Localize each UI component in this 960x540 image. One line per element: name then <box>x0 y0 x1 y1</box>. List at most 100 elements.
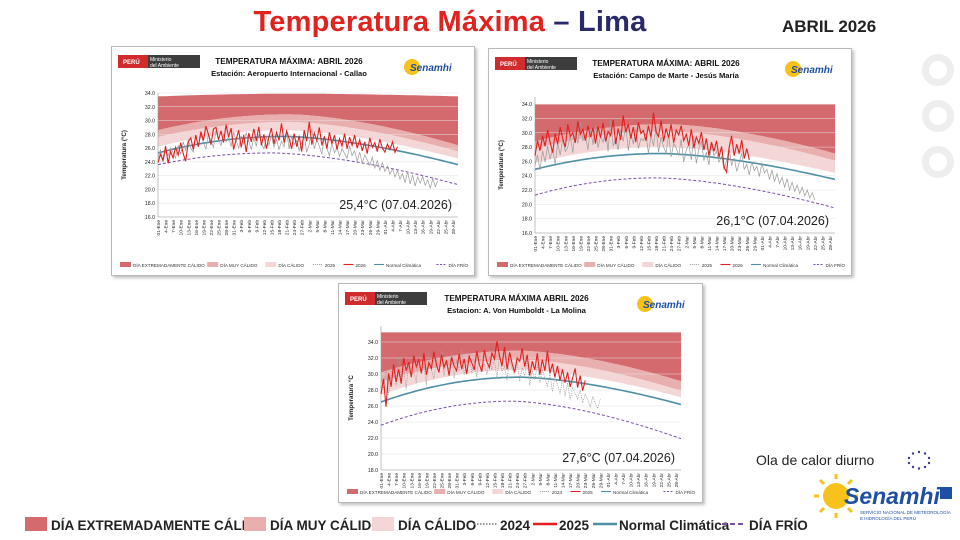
y-tick-label: 34.0 <box>522 102 532 108</box>
ministry-badge <box>148 55 200 68</box>
chart-legend-label: DÍA EXTREMADAMENTE CÁLIDO <box>133 262 205 268</box>
chart-panel-callao: PERÚ Ministerio del Ambiente TEMPERATURA MÁ… <box>111 46 475 276</box>
x-tick-label: 19-Ene <box>201 220 207 236</box>
chart-legend-label: DÍA EXTREMADAMENTE CÁLIDO <box>510 262 582 268</box>
chart-legend-swatch <box>492 489 504 494</box>
x-tick-label: 4-Abr <box>767 236 773 248</box>
chart-title: TEMPERATURA MÁXIMA: ABRIL 2026 <box>215 56 363 66</box>
bottom-legend: DÍA EXTREMADAMENTE CÁLIDO DÍA MUY CÁLIDO… <box>25 517 808 533</box>
x-tick-label: 9-Feb <box>254 220 260 233</box>
x-tick-label: 10-Ene <box>556 236 562 252</box>
y-tick-label: 24.0 <box>145 160 155 166</box>
x-tick-label: 17-Mar <box>568 473 574 489</box>
x-tick-label: 26-Mar <box>591 473 597 489</box>
deco-circle-icon <box>922 100 954 132</box>
x-tick-label: 26-Mar <box>368 220 374 236</box>
x-tick-label: 23-Mar <box>360 220 366 236</box>
heatwave-dots-icon <box>907 450 931 470</box>
legend-label-2024: 2024 <box>500 518 531 533</box>
x-tick-label: 29-Mar <box>375 220 381 236</box>
x-tick-label: 9-Feb <box>631 236 637 249</box>
x-tick-label: 25-Ene <box>440 473 446 489</box>
x-tick-label: 20-Mar <box>576 473 582 489</box>
x-tick-label: 31-Ene <box>232 220 238 236</box>
chart-legend-label: DÍA CÁLIDO <box>655 262 681 268</box>
series-normal-climatica <box>380 376 682 406</box>
logo-text: Senamhi <box>844 483 940 509</box>
month-label: ABRIL 2026 <box>782 17 877 36</box>
chart-legend-swatch <box>497 262 508 267</box>
sun-icon <box>637 296 653 312</box>
x-tick-label: 8-Mar <box>699 236 705 249</box>
chart-legend-label: DÍA FRÍO <box>675 489 695 495</box>
band-extremadamente-calido <box>381 332 681 382</box>
x-tick-label: 21-Feb <box>285 220 291 236</box>
y-tick-label: 22.0 <box>522 188 532 194</box>
y-tick-label: 26.0 <box>522 159 532 165</box>
deco-circle-icon <box>922 146 954 178</box>
x-tick-label: 4-Ene <box>541 236 547 249</box>
title-red: Temperatura Máxima <box>253 6 546 38</box>
chart-legend-swatch <box>642 262 654 267</box>
ministry-line-2: del Ambiente <box>377 300 406 306</box>
x-tick-label: 7-Ene <box>548 236 554 249</box>
ministry-line-1: Ministerio <box>150 57 172 63</box>
y-tick-label: 24.0 <box>368 420 378 426</box>
chart-legend-label: 2025 <box>582 490 593 495</box>
ministry-badge <box>375 292 427 305</box>
chart-legend-swatch <box>120 262 131 267</box>
x-tick-label: 24-Feb <box>292 220 298 236</box>
x-tick-label: 24-Feb <box>669 236 675 252</box>
x-tick-label: 12-Feb <box>262 220 268 236</box>
legend-label-normal: Normal Climática <box>619 518 730 533</box>
x-tick-label: 13-Abr <box>790 236 796 251</box>
x-tick-label: 3-Feb <box>616 236 622 249</box>
chart-legend-label: DÍA FRÍO <box>448 262 468 268</box>
x-tick-label: 21-Feb <box>662 236 668 252</box>
chart-logo: Senamhi <box>791 65 833 76</box>
y-tick-label: 18.0 <box>145 201 155 207</box>
x-tick-label: 28-Ene <box>447 473 453 489</box>
chart-legend-label: DÍA CÁLIDO <box>278 262 304 268</box>
x-tick-label: 25-Abr <box>443 220 449 235</box>
logo-subtitle-1: SERVICIO NACIONAL DE METEOROLOGÍA <box>860 509 951 515</box>
chart-panel-la-molina: PERÚ Ministerio del Ambiente TEMPERATURA MÁ… <box>338 283 703 503</box>
legend-label-calido: DÍA CÁLIDO <box>398 518 476 533</box>
x-tick-label: 11-Mar <box>707 236 713 251</box>
x-tick-label: 3-Feb <box>239 220 245 233</box>
x-tick-label: 01-Abr <box>606 473 612 488</box>
x-tick-label: 13-Ene <box>186 220 192 236</box>
x-tick-label: 22-Ene <box>586 236 592 252</box>
y-axis-label: Temperatura (°C) <box>121 130 128 180</box>
x-tick-label: 23-Mar <box>737 236 743 252</box>
y-tick-label: 22.0 <box>145 174 155 180</box>
x-tick-label: 6-Feb <box>624 236 630 249</box>
chart-panel-campo-de-marte: PERÚ Ministerio del Ambiente TEMPERATURA MÁ… <box>488 48 852 276</box>
x-tick-label: 2-Mar <box>530 473 536 486</box>
chart-annotation: 26,1°C (07.04.2026) <box>716 214 829 228</box>
x-tick-label: 25-Abr <box>666 473 672 488</box>
y-tick-label: 32.0 <box>368 356 378 362</box>
x-tick-label: 5-Mar <box>538 473 544 486</box>
ministry-peru: PERÚ <box>500 61 517 68</box>
y-tick-label: 28.0 <box>522 145 532 151</box>
logo-subtitle-2: E HIDROLOGÍA DEL PERÚ <box>860 515 916 521</box>
series-normal-climatica <box>157 135 459 166</box>
x-tick-label: 29-Mar <box>752 236 758 252</box>
x-tick-label: 28-Abr <box>828 236 834 251</box>
chart-legend-swatch <box>434 489 446 494</box>
y-tick-label: 34.0 <box>145 91 155 97</box>
y-tick-label: 32.0 <box>522 116 532 122</box>
x-tick-label: 13-Ene <box>563 236 569 252</box>
x-tick-label: 14-Mar <box>338 220 344 236</box>
x-tick-label: 16-Ene <box>571 236 577 252</box>
x-tick-label: 20-Mar <box>730 236 736 252</box>
chart-legend-label: 2024 <box>552 490 563 495</box>
y-tick-label: 30.0 <box>522 131 532 137</box>
x-tick-label: 8-Mar <box>545 473 551 486</box>
x-tick-label: 4-Abr <box>390 220 396 232</box>
y-tick-label: 32.0 <box>145 105 155 111</box>
x-tick-label: 6-Feb <box>247 220 253 233</box>
x-tick-label: 22-Abr <box>813 236 819 251</box>
legend-label-frio: DÍA FRÍO <box>749 518 808 533</box>
